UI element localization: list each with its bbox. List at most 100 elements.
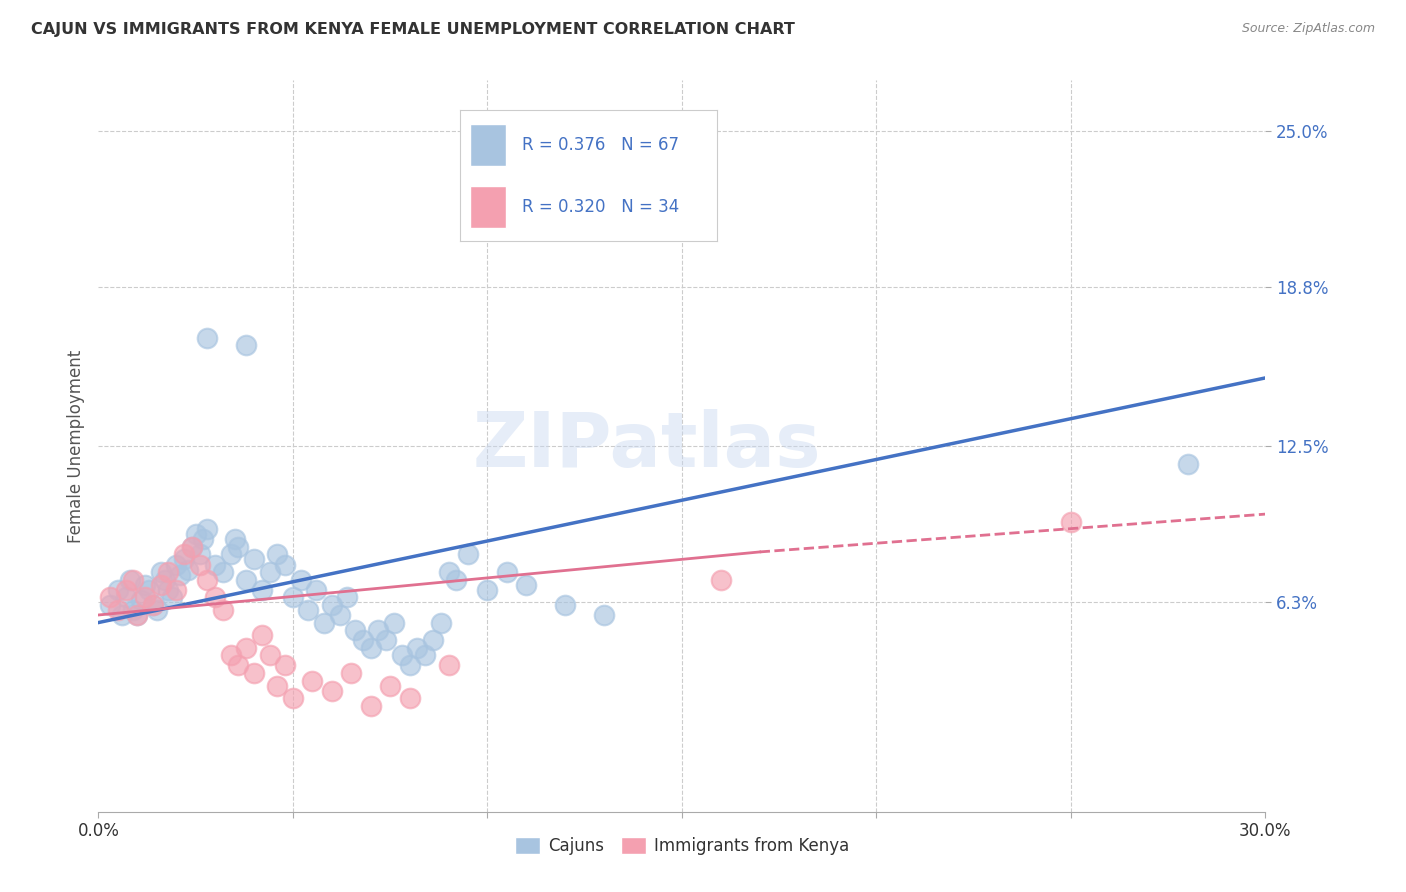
Point [235,640,257,655]
Point [127,607,149,622]
Point [188,548,211,562]
Y-axis label: Female Unemployment: Female Unemployment [66,350,84,542]
Point [107,582,129,597]
Point [274,558,297,572]
Point [98,591,121,605]
Point [360,640,382,655]
Point [1060,515,1083,529]
Point [554,598,576,612]
Point [297,603,319,617]
Point [413,648,436,663]
Point [228,658,250,673]
Point [367,623,389,637]
Point [360,698,382,713]
Point [344,623,367,637]
Point [515,578,537,592]
Point [250,582,273,597]
Point [162,591,184,605]
Point [173,552,195,566]
Point [107,603,129,617]
Point [274,658,297,673]
Point [118,573,141,587]
Point [496,565,519,579]
Point [301,673,323,688]
Point [195,330,218,344]
Point [142,598,165,612]
Point [204,591,226,605]
Point [188,558,211,572]
Point [391,648,413,663]
Point [127,607,149,622]
Legend: Cajuns, Immigrants from Kenya: Cajuns, Immigrants from Kenya [508,830,856,862]
Point [134,591,156,605]
Point [446,573,468,587]
Point [180,540,202,554]
Point [336,591,359,605]
Point [204,558,226,572]
Point [281,591,304,605]
Point [437,658,460,673]
Point [169,567,191,582]
Point [193,533,215,547]
Point [228,540,250,554]
Point [149,578,172,592]
Point [195,522,218,536]
Point [219,648,242,663]
Point [134,578,156,592]
Point [165,558,187,572]
Point [114,591,136,605]
Point [375,633,398,648]
Point [165,582,187,597]
Point [235,338,257,352]
Point [157,565,180,579]
Point [259,565,281,579]
Point [212,603,235,617]
Point [129,592,152,607]
Point [340,665,363,680]
Point [212,565,235,579]
Point [321,598,343,612]
Point [329,607,352,622]
Point [290,573,312,587]
Point [398,691,420,706]
Point [122,603,145,617]
Point [266,679,288,693]
Point [398,658,420,673]
Point [429,615,451,630]
Point [380,679,402,693]
Point [457,548,479,562]
Point [352,633,374,648]
Point [195,573,218,587]
Point [321,683,343,698]
Point [259,648,281,663]
Text: CAJUN VS IMMIGRANTS FROM KENYA FEMALE UNEMPLOYMENT CORRELATION CHART: CAJUN VS IMMIGRANTS FROM KENYA FEMALE UN… [31,22,794,37]
Point [477,582,499,597]
Point [422,633,444,648]
Point [224,533,246,547]
Point [243,665,266,680]
Point [593,607,616,622]
Point [142,598,165,612]
Point [305,582,328,597]
Point [281,691,304,706]
Point [219,548,242,562]
Point [122,573,145,587]
Point [173,548,195,562]
Point [157,582,180,597]
Point [184,527,207,541]
Text: ZIPatlas: ZIPatlas [472,409,821,483]
Point [98,598,121,612]
Point [153,573,176,587]
Point [437,565,460,579]
Text: Source: ZipAtlas.com: Source: ZipAtlas.com [1241,22,1375,36]
Point [1177,457,1199,471]
Point [266,548,288,562]
Point [710,573,733,587]
Point [250,628,273,642]
Point [138,582,160,597]
Point [382,615,405,630]
Point [235,573,257,587]
Point [406,640,429,655]
Point [146,603,169,617]
Point [149,565,172,579]
